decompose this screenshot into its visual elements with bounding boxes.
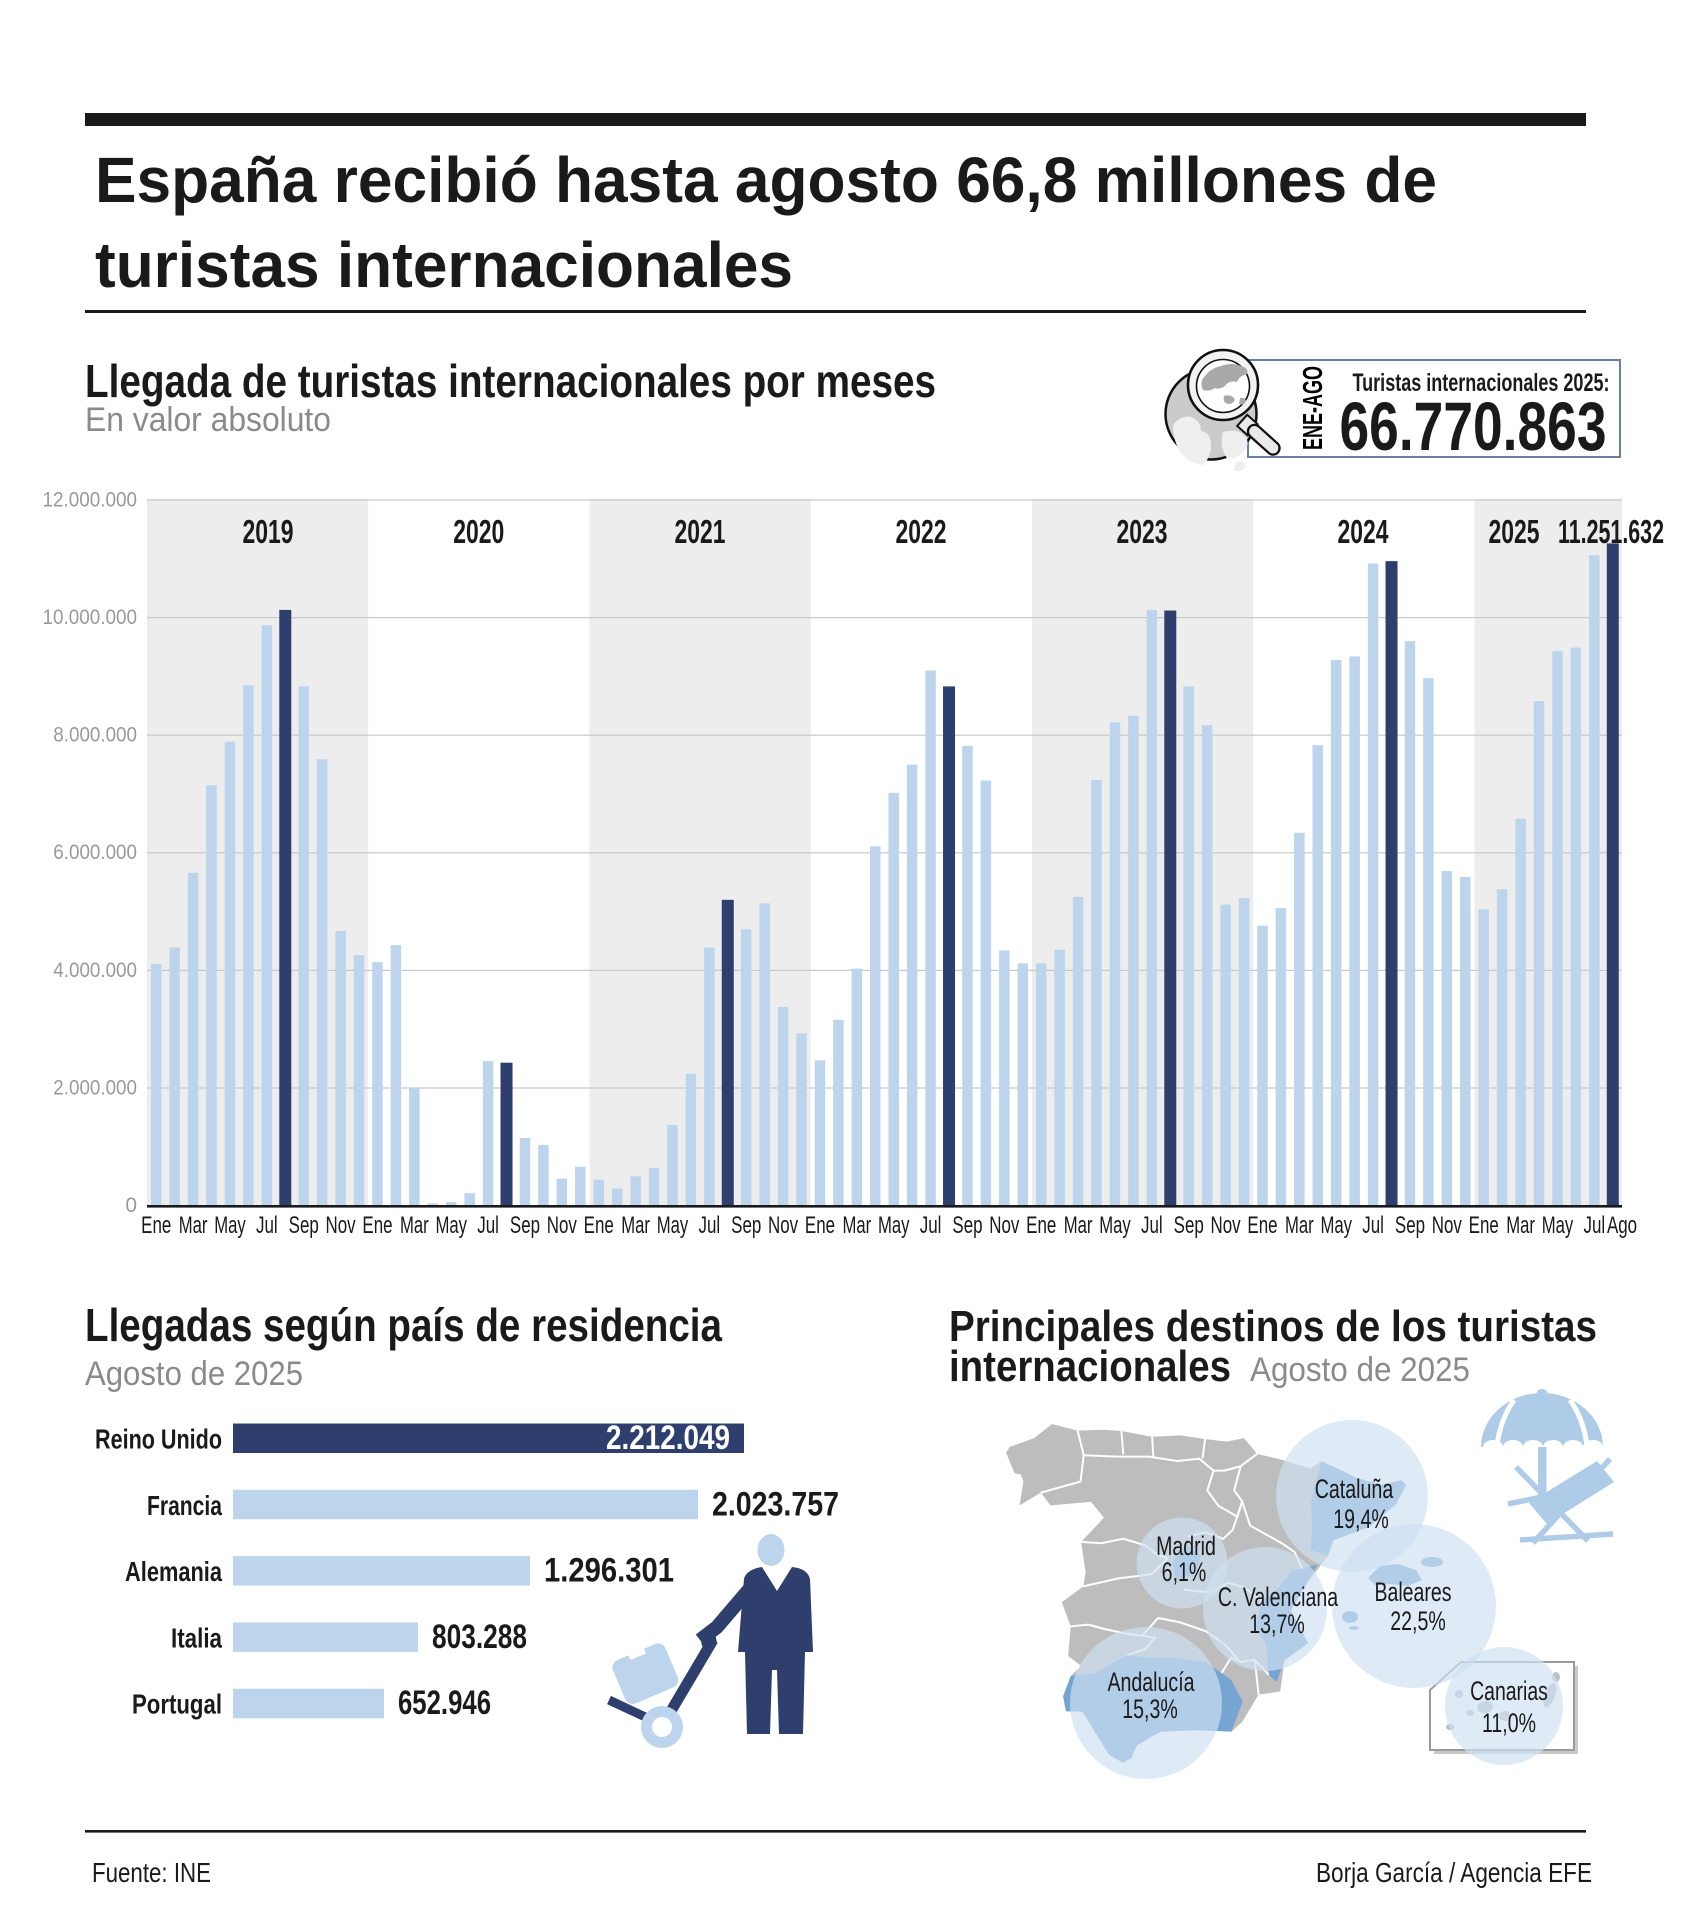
svg-text:Ene: Ene [141, 1212, 171, 1239]
svg-text:2023: 2023 [1117, 513, 1168, 550]
svg-text:May: May [1099, 1212, 1131, 1239]
svg-text:Ene: Ene [1469, 1212, 1499, 1239]
svg-text:Cataluña: Cataluña [1315, 1474, 1394, 1504]
svg-text:0: 0 [125, 1194, 137, 1217]
svg-text:Portugal: Portugal [132, 1689, 222, 1720]
svg-text:2025: 2025 [1489, 513, 1540, 550]
svg-text:22,5%: 22,5% [1390, 1606, 1445, 1636]
svg-text:Mar: Mar [1064, 1212, 1093, 1239]
svg-text:8.000.000: 8.000.000 [53, 724, 137, 747]
svg-text:2022: 2022 [896, 513, 947, 550]
svg-text:Turistas internacionales 2025:: Turistas internacionales 2025: [1353, 369, 1610, 397]
svg-text:Mar: Mar [179, 1212, 208, 1239]
svg-text:Borja García / Agencia EFE: Borja García / Agencia EFE [1316, 1857, 1592, 1888]
svg-text:Ene: Ene [805, 1212, 835, 1239]
svg-text:Sep: Sep [1174, 1212, 1204, 1239]
svg-text:2024: 2024 [1338, 513, 1389, 550]
svg-text:Fuente: INE: Fuente: INE [92, 1857, 211, 1888]
svg-text:6,1%: 6,1% [1162, 1557, 1207, 1587]
svg-text:Alemania: Alemania [125, 1556, 222, 1587]
svg-text:Sep: Sep [731, 1212, 761, 1239]
svg-text:2.212.049: 2.212.049 [606, 1419, 730, 1457]
svg-text:Madrid: Madrid [1156, 1531, 1216, 1561]
svg-text:4.000.000: 4.000.000 [53, 959, 137, 982]
svg-text:Jul: Jul [256, 1212, 278, 1239]
svg-text:Jul: Jul [698, 1212, 720, 1239]
svg-text:66.770.863: 66.770.863 [1340, 388, 1607, 465]
svg-text:May: May [1542, 1212, 1574, 1239]
svg-text:652.946: 652.946 [398, 1684, 491, 1722]
svg-text:Nov: Nov [768, 1212, 798, 1239]
svg-text:Jul: Jul [1362, 1212, 1384, 1239]
svg-text:Sep: Sep [510, 1212, 540, 1239]
svg-text:Ene: Ene [584, 1212, 614, 1239]
svg-text:11.251.632: 11.251.632 [1558, 513, 1664, 550]
svg-text:Sep: Sep [289, 1212, 319, 1239]
svg-text:Nov: Nov [989, 1212, 1019, 1239]
svg-text:May: May [1320, 1212, 1352, 1239]
svg-text:España recibió hasta agosto 66: España recibió hasta agosto 66,8 millone… [95, 144, 1437, 216]
svg-text:Nov: Nov [547, 1212, 577, 1239]
svg-text:Sep: Sep [1395, 1212, 1425, 1239]
svg-text:Jul: Jul [1583, 1212, 1605, 1239]
svg-text:1.296.301: 1.296.301 [544, 1552, 674, 1590]
svg-text:19,4%: 19,4% [1333, 1504, 1388, 1534]
svg-text:Ene: Ene [1247, 1212, 1277, 1239]
svg-text:May: May [435, 1212, 467, 1239]
svg-text:internacionales: internacionales [949, 1342, 1231, 1391]
svg-text:15,3%: 15,3% [1122, 1694, 1177, 1724]
svg-text:C. Valenciana: C. Valenciana [1218, 1582, 1339, 1612]
svg-text:Nov: Nov [1432, 1212, 1462, 1239]
svg-text:Andalucía: Andalucía [1107, 1667, 1195, 1697]
svg-text:Mar: Mar [621, 1212, 650, 1239]
svg-text:Nov: Nov [326, 1212, 356, 1239]
svg-text:12.000.000: 12.000.000 [43, 488, 138, 511]
svg-text:Nov: Nov [1211, 1212, 1241, 1239]
svg-text:Italia: Italia [171, 1622, 222, 1653]
svg-text:10.000.000: 10.000.000 [43, 606, 138, 629]
svg-text:Ene: Ene [362, 1212, 392, 1239]
svg-text:Llegada de turistas internacio: Llegada de turistas internacionales por … [85, 355, 936, 407]
svg-text:Sep: Sep [952, 1212, 982, 1239]
svg-text:Canarias: Canarias [1470, 1676, 1548, 1706]
svg-text:2.000.000: 2.000.000 [53, 1076, 137, 1099]
svg-text:En valor absoluto: En valor absoluto [85, 401, 331, 439]
svg-text:ENE-AGO: ENE-AGO [1297, 366, 1328, 450]
svg-text:Mar: Mar [400, 1212, 429, 1239]
svg-text:Agosto de 2025: Agosto de 2025 [1250, 1351, 1470, 1389]
svg-text:2020: 2020 [453, 513, 504, 550]
svg-text:May: May [214, 1212, 246, 1239]
svg-text:Llegadas según país de residen: Llegadas según país de residencia [85, 1299, 722, 1351]
svg-text:2021: 2021 [675, 513, 726, 550]
svg-text:Ago: Ago [1607, 1212, 1637, 1239]
svg-text:Francia: Francia [147, 1490, 222, 1521]
svg-text:13,7%: 13,7% [1249, 1609, 1304, 1639]
svg-text:Jul: Jul [920, 1212, 942, 1239]
svg-text:Baleares: Baleares [1374, 1577, 1451, 1607]
svg-text:Mar: Mar [1506, 1212, 1535, 1239]
svg-text:6.000.000: 6.000.000 [53, 841, 137, 864]
svg-text:Ene: Ene [1026, 1212, 1056, 1239]
svg-text:Jul: Jul [1141, 1212, 1163, 1239]
svg-text:May: May [878, 1212, 910, 1239]
svg-text:803.288: 803.288 [432, 1618, 527, 1656]
svg-text:11,0%: 11,0% [1482, 1708, 1536, 1738]
svg-text:Jul: Jul [477, 1212, 499, 1239]
svg-text:Mar: Mar [1285, 1212, 1314, 1239]
svg-text:2.023.757: 2.023.757 [712, 1485, 839, 1523]
svg-text:turistas internacionales: turistas internacionales [95, 229, 793, 301]
svg-text:Reino Unido: Reino Unido [95, 1424, 222, 1455]
svg-text:Principales destinos de los tu: Principales destinos de los turistas [949, 1302, 1597, 1351]
svg-text:Agosto de 2025: Agosto de 2025 [85, 1355, 303, 1393]
svg-text:2019: 2019 [243, 513, 294, 550]
svg-text:May: May [657, 1212, 689, 1239]
svg-text:Mar: Mar [842, 1212, 871, 1239]
